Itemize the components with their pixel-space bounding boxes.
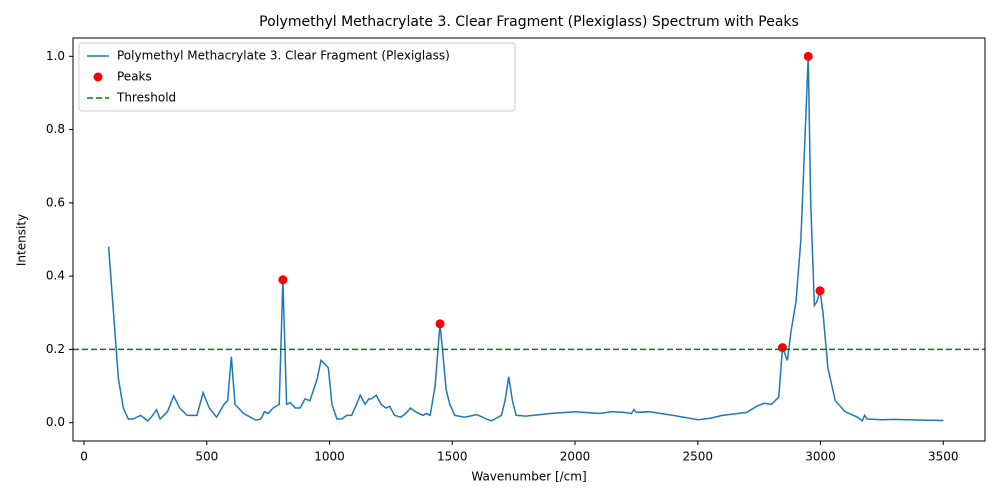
y-tick-label: 0.0: [46, 415, 65, 429]
peak-marker: [815, 286, 825, 296]
peak-marker: [777, 343, 787, 353]
x-tick-label: 1500: [437, 450, 468, 464]
y-tick-label: 0.4: [46, 269, 65, 283]
spectrum-line: [107, 56, 944, 423]
legend-label: Peaks: [117, 70, 152, 84]
peak-marker: [278, 275, 288, 285]
legend-marker: [93, 72, 103, 82]
x-tick-label: 3000: [805, 450, 836, 464]
x-tick-label: 500: [195, 450, 218, 464]
plot-frame: [72, 37, 986, 442]
y-tick-label: 1.0: [46, 49, 65, 63]
y-tick-label: 0.6: [46, 195, 65, 209]
legend-label: Threshold: [116, 91, 176, 105]
x-tick-label: 3500: [928, 450, 959, 464]
chart-title: Polymethyl Methacrylate 3. Clear Fragmen…: [259, 14, 799, 30]
x-tick-label: 0: [80, 450, 88, 464]
legend-label: Polymethyl Methacrylate 3. Clear Fragmen…: [117, 49, 450, 63]
y-tick-label: 0.8: [46, 122, 65, 136]
peak-marker: [803, 51, 813, 61]
y-tick-label: 0.2: [46, 342, 65, 356]
x-tick-label: 2500: [683, 450, 714, 464]
peak-marker: [435, 319, 445, 329]
x-tick-label: 1000: [314, 450, 345, 464]
x-tick-label: 2000: [560, 450, 591, 464]
x-axis-label: Wavenumber [/cm]: [471, 470, 586, 484]
y-axis-label: Intensity: [15, 214, 29, 266]
legend-box: [78, 42, 516, 112]
